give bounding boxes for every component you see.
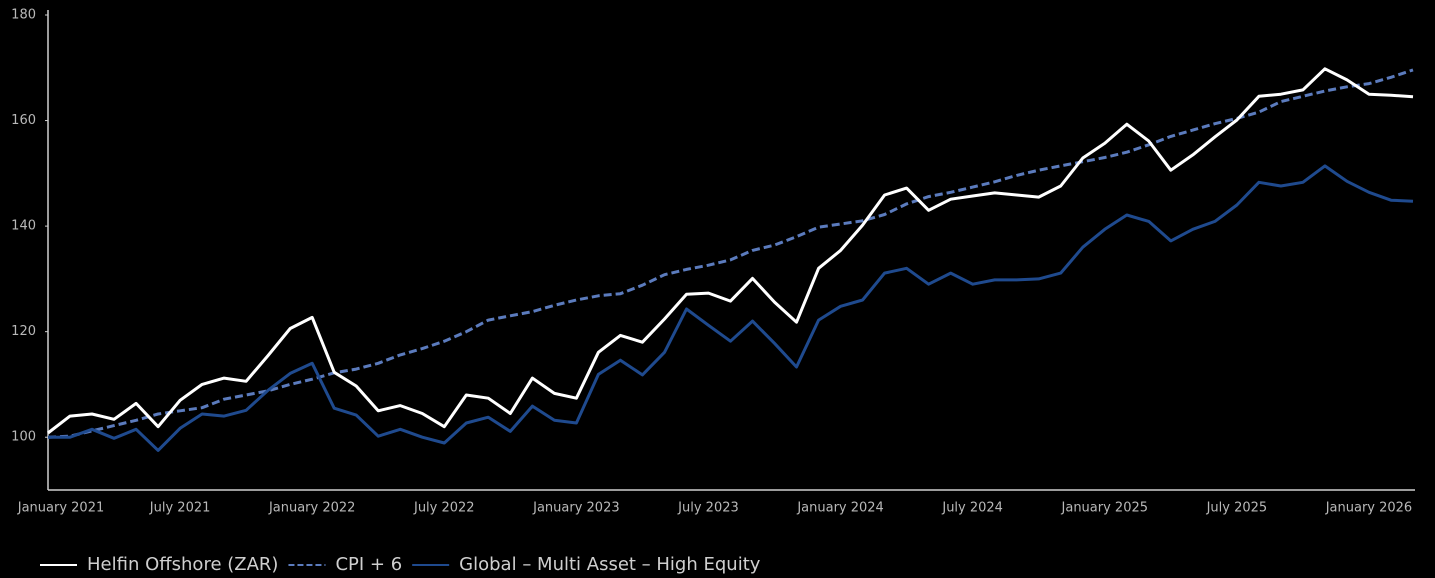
x-tick-label: January 2022: [268, 501, 356, 516]
y-tick-label: 180: [11, 8, 36, 23]
series-line: [47, 67, 1414, 435]
x-tick-label: July 2024: [941, 501, 1003, 516]
x-tick-label: January 2024: [796, 501, 884, 516]
series-line: [48, 164, 1414, 452]
legend-label: Global – Multi Asset – High Equity: [459, 554, 761, 575]
x-tick-label: July 2023: [677, 501, 739, 516]
y-tick-label: 140: [11, 219, 36, 234]
x-tick-label: January 2021: [17, 501, 105, 516]
series-line: [47, 68, 1414, 439]
x-tick-label: July 2021: [149, 501, 211, 516]
legend-label: CPI + 6: [335, 554, 402, 575]
y-tick-label: 100: [11, 430, 36, 445]
x-tick-label: January 2026: [1325, 501, 1413, 516]
x-tick-label: January 2023: [532, 501, 620, 516]
x-tick-label: July 2022: [413, 501, 475, 516]
x-tick-label: January 2025: [1061, 501, 1149, 516]
legend-label: Helfin Offshore (ZAR): [87, 554, 278, 575]
y-tick-label: 120: [11, 324, 36, 339]
y-tick-label: 160: [11, 113, 36, 128]
x-tick-label: July 2025: [1206, 501, 1268, 516]
